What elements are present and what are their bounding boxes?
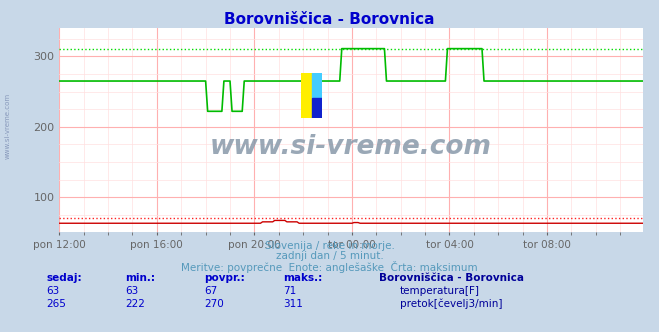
Bar bbox=[312, 73, 322, 98]
Text: www.si-vreme.com: www.si-vreme.com bbox=[210, 134, 492, 160]
Text: 265: 265 bbox=[46, 299, 66, 309]
Text: Slovenija / reke in morje.: Slovenija / reke in morje. bbox=[264, 241, 395, 251]
Text: Meritve: povprečne  Enote: anglešaške  Črta: maksimum: Meritve: povprečne Enote: anglešaške Črt… bbox=[181, 261, 478, 273]
Text: pretok[čevelj3/min]: pretok[čevelj3/min] bbox=[400, 298, 503, 309]
Text: temperatura[F]: temperatura[F] bbox=[400, 286, 480, 296]
Text: www.si-vreme.com: www.si-vreme.com bbox=[5, 93, 11, 159]
Text: 270: 270 bbox=[204, 299, 224, 309]
Text: min.:: min.: bbox=[125, 273, 156, 283]
Text: povpr.:: povpr.: bbox=[204, 273, 245, 283]
Text: 311: 311 bbox=[283, 299, 303, 309]
Text: maks.:: maks.: bbox=[283, 273, 323, 283]
Bar bbox=[301, 73, 312, 118]
Text: Borovniščica - Borovnica: Borovniščica - Borovnica bbox=[224, 12, 435, 27]
Text: 67: 67 bbox=[204, 286, 217, 296]
Text: Borovniščica - Borovnica: Borovniščica - Borovnica bbox=[379, 273, 524, 283]
Text: sedaj:: sedaj: bbox=[46, 273, 82, 283]
Text: 222: 222 bbox=[125, 299, 145, 309]
Bar bbox=[312, 98, 322, 118]
Text: zadnji dan / 5 minut.: zadnji dan / 5 minut. bbox=[275, 251, 384, 261]
Text: 71: 71 bbox=[283, 286, 297, 296]
Text: 63: 63 bbox=[125, 286, 138, 296]
Text: 63: 63 bbox=[46, 286, 59, 296]
